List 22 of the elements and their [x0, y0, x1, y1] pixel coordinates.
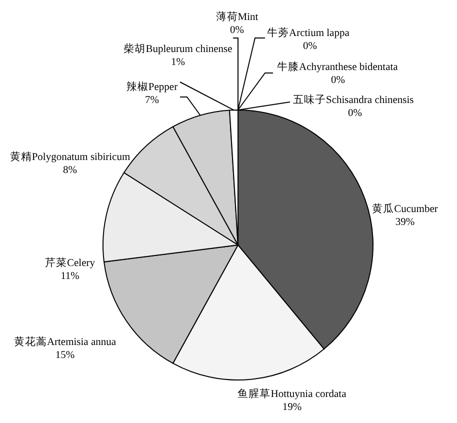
slice-label: 黄花蒿Artemisia annua: [14, 335, 116, 348]
category-label: 牛蒡Arctium lappa: [267, 28, 350, 39]
slice-label: 黄瓜Cucumber: [372, 202, 438, 215]
category-label: 牛膝Achyranthese bidentata: [277, 62, 398, 73]
text: 0%: [303, 41, 317, 52]
data-label: 7%: [145, 95, 160, 106]
data-label: 1%: [171, 57, 186, 68]
legend-label: 五味子Schisandra chinensis: [293, 93, 414, 106]
slice-label: 鱼腥草Hottuynia cordata: [238, 387, 347, 400]
slice-label: 辣椒Pepper: [126, 80, 178, 93]
slice-label: 芹菜Celery: [45, 256, 96, 269]
data-label: 8%: [63, 165, 78, 176]
data-label: 39%: [395, 217, 415, 228]
data-label: 19%: [282, 402, 302, 413]
data-label: 11%: [60, 271, 80, 282]
slice-label: 柴胡Bupleurum chinense: [124, 42, 233, 55]
text: 0%: [331, 75, 345, 86]
data-label: 15%: [55, 350, 75, 361]
category-label: 薄荷Mint: [216, 12, 258, 23]
slice-label: 黄精Polygonatum sibiricum: [10, 150, 130, 163]
text: 0%: [230, 25, 244, 36]
text: 0%: [348, 108, 362, 119]
